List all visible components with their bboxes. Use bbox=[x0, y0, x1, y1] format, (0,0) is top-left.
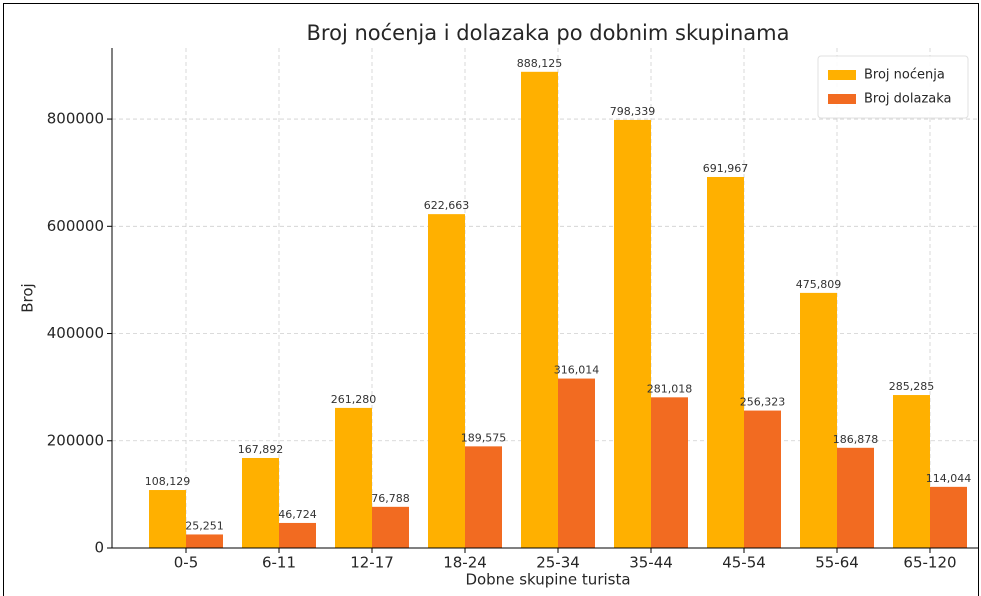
chart-title: Broj noćenja i dolazaka po dobnim skupin… bbox=[307, 21, 790, 45]
bar bbox=[372, 506, 409, 548]
x-tick-label: 6-11 bbox=[262, 554, 296, 572]
value-label: 46,724 bbox=[278, 508, 317, 521]
x-tick-label: 25-34 bbox=[536, 554, 580, 572]
legend-box bbox=[817, 55, 969, 119]
legend-label: Broj noćenja bbox=[864, 68, 945, 83]
bar bbox=[800, 292, 837, 548]
x-tick-label: 55-64 bbox=[815, 554, 859, 572]
bar bbox=[744, 410, 781, 548]
bar bbox=[242, 457, 279, 548]
legend: Broj noćenja Broj dolazaka bbox=[817, 55, 969, 119]
bar bbox=[335, 407, 372, 548]
y-tick-label: 800000 bbox=[47, 110, 104, 128]
legend-swatch bbox=[828, 94, 856, 104]
bar bbox=[614, 119, 651, 548]
value-label: 798,339 bbox=[610, 105, 656, 118]
x-tick-label: 12-17 bbox=[350, 554, 394, 572]
x-tick-label: 45-54 bbox=[722, 554, 766, 572]
value-label: 108,129 bbox=[145, 475, 191, 488]
legend-swatch bbox=[828, 70, 856, 80]
value-label: 691,967 bbox=[703, 162, 749, 175]
value-label: 256,323 bbox=[740, 396, 786, 409]
value-label: 167,892 bbox=[238, 443, 284, 456]
value-label: 25,251 bbox=[185, 519, 224, 532]
x-axis-label: Dobne skupine turista bbox=[465, 571, 630, 589]
x-tick-label: 0-5 bbox=[174, 554, 199, 572]
legend-label: Broj dolazaka bbox=[864, 92, 952, 107]
x-tick-label: 18-24 bbox=[443, 554, 487, 572]
bar bbox=[521, 71, 558, 549]
bar bbox=[186, 534, 223, 548]
bar bbox=[707, 176, 744, 549]
value-label: 281,018 bbox=[647, 382, 693, 395]
bar bbox=[465, 446, 502, 548]
x-tick-label: 35-44 bbox=[629, 554, 673, 572]
value-label: 114,044 bbox=[926, 472, 972, 485]
y-tick-label: 0 bbox=[94, 539, 104, 557]
figure-frame bbox=[3, 3, 979, 596]
bar bbox=[837, 447, 874, 548]
y-tick-label: 400000 bbox=[47, 324, 104, 342]
bar bbox=[651, 397, 688, 548]
x-tick-label: 65-120 bbox=[903, 554, 956, 572]
value-label: 189,575 bbox=[461, 431, 507, 444]
y-axis-label: Broj bbox=[19, 283, 37, 312]
value-label: 888,125 bbox=[517, 57, 563, 70]
value-label: 186,878 bbox=[833, 433, 879, 446]
value-label: 316,014 bbox=[554, 364, 600, 377]
y-tick-label: 600000 bbox=[47, 217, 104, 235]
value-label: 622,663 bbox=[424, 199, 470, 212]
value-label: 76,788 bbox=[371, 492, 410, 505]
bar bbox=[149, 490, 186, 548]
value-label: 285,285 bbox=[889, 380, 935, 393]
bar bbox=[930, 486, 967, 548]
value-label: 475,809 bbox=[796, 278, 842, 291]
bar bbox=[893, 395, 930, 548]
bar bbox=[428, 214, 465, 548]
y-tick-label: 200000 bbox=[47, 431, 104, 449]
bar bbox=[558, 378, 595, 548]
value-label: 261,280 bbox=[331, 393, 377, 406]
bar bbox=[279, 522, 316, 548]
